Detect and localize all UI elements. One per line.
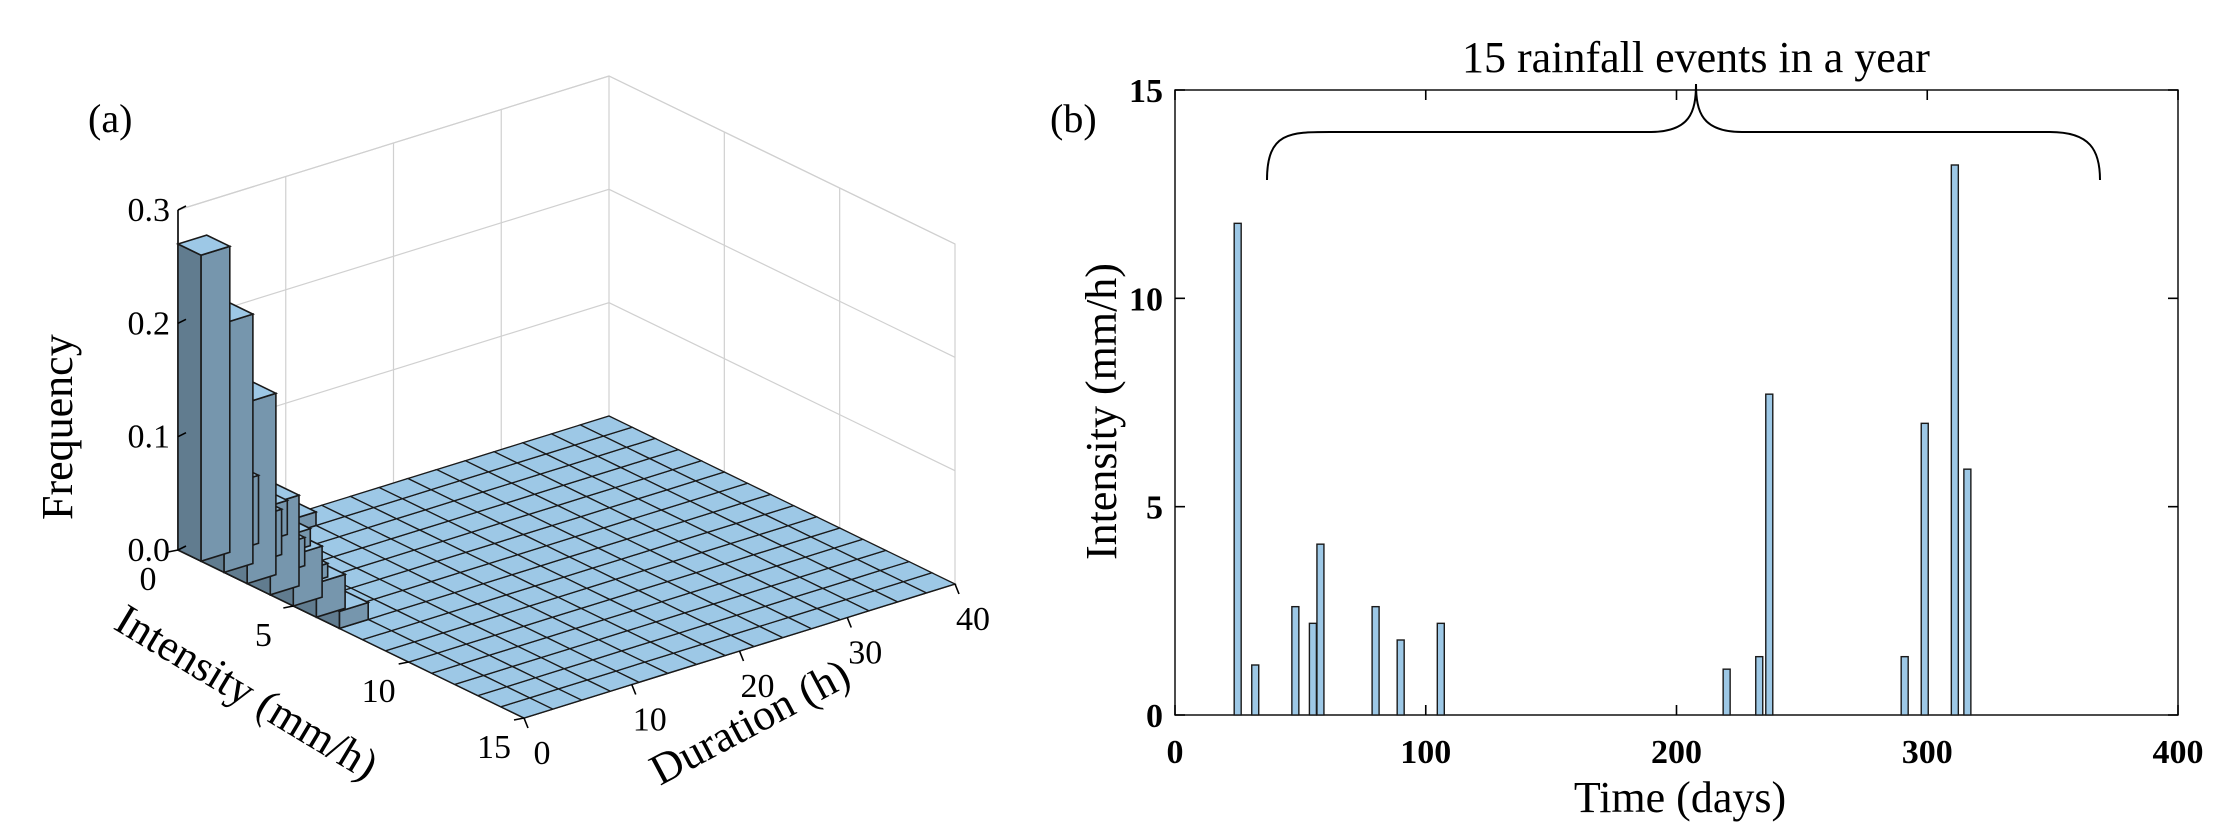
panel-b-bar-chart: 0 100 200 300 400 0 5 10 15 (b) 15 rainfall even… (1050, 33, 2204, 822)
y-tick-label: 5 (1146, 490, 1163, 527)
annotation-text: 15 rainfall events in a year (1462, 33, 1930, 82)
duration-tick-label: 20 (741, 668, 775, 705)
rainfall-event-bar (1920, 422, 1929, 716)
panel-a-floor-grid (176, 415, 957, 719)
panel-b-bars (1233, 164, 1972, 716)
duration-tick-label: 30 (848, 635, 882, 672)
rainfall-event-bar (1963, 468, 1972, 716)
z-tick-label: 0.1 (128, 419, 171, 456)
intensity-tick-label: 10 (362, 673, 396, 710)
z-tick (177, 545, 187, 551)
rainfall-event-bar (1722, 668, 1731, 716)
x-tick-label: 300 (1902, 734, 1953, 771)
duration-tick-label: 40 (956, 601, 990, 638)
rainfall-event-bar (1233, 222, 1242, 716)
rainfall-event-bar (1316, 543, 1325, 716)
rainfall-event-bar (1900, 655, 1909, 716)
y-tick-label: 0 (1146, 698, 1163, 735)
y-tick-label: 10 (1129, 281, 1163, 318)
panel-a-tick-labels: 0.0 0.1 0.2 0.3 0 5 10 15 0 10 20 30 40 (128, 192, 991, 772)
duration-tick (846, 617, 852, 628)
rainfall-event-bar (1251, 664, 1260, 716)
bar-face-top (175, 234, 232, 257)
rainfall-event-bar (1396, 639, 1405, 716)
x-tick-label: 0 (1167, 734, 1184, 771)
rainfall-event-bar (1755, 655, 1764, 716)
duration-tick (954, 583, 960, 595)
duration-tick (523, 717, 529, 729)
duration-tick-label: 10 (633, 702, 667, 739)
intensity-tick-label: 0 (140, 561, 157, 598)
bar-face-front (200, 245, 231, 563)
intensity-tick (283, 605, 294, 609)
rainfall-event-bar (1950, 164, 1960, 716)
rainfall-event-bar (1436, 622, 1445, 716)
intensity-tick (513, 717, 525, 721)
z-tick-label: 0.2 (128, 305, 171, 342)
z-tick-label: 0.0 (128, 532, 171, 569)
z-tick (177, 318, 187, 325)
z-tick (177, 431, 187, 438)
panel-a-3d-histogram: 0.0 0.1 0.2 0.3 0 5 10 15 0 10 20 30 40 (a) Frequenc… (33, 75, 991, 795)
z-gridline (177, 188, 956, 358)
z-tick-label: 0.3 (128, 192, 171, 229)
duration-tick (631, 684, 637, 695)
rainfall-event-bar (1765, 393, 1774, 716)
plot-frame (1174, 89, 2179, 716)
intensity-tick (167, 549, 179, 553)
rainfall-event-bar (1291, 605, 1300, 716)
duration-tick-label: 0 (534, 735, 551, 772)
intensity-tick (398, 661, 409, 665)
x-tick-label: 400 (2153, 734, 2204, 771)
bar-face-left (177, 242, 202, 563)
panel-b-ylabel: Intensity (mm/h) (1077, 263, 1126, 560)
z-gridline (177, 75, 956, 245)
panel-a-label: (a) (88, 96, 132, 141)
rainfall-event-bar (1308, 622, 1318, 716)
x-tick-label: 100 (1400, 734, 1451, 771)
z-tick (177, 205, 187, 211)
intensity-tick-label: 5 (255, 617, 272, 654)
panel-b-label: (b) (1050, 96, 1097, 141)
panel-b-axes (1174, 89, 2179, 716)
histogram-bar (175, 234, 232, 563)
x-tick-label: 200 (1651, 734, 1702, 771)
duration-tick (738, 650, 745, 662)
rainfall-event-bar (1371, 605, 1380, 716)
panel-a-zlabel: Frequency (33, 334, 82, 520)
intensity-tick-label: 15 (477, 729, 511, 766)
annotation-brace (1266, 83, 2101, 181)
y-tick-label: 15 (1129, 73, 1163, 110)
panel-b-xlabel: Time (days) (1574, 773, 1786, 822)
panel-a-bars (175, 234, 371, 630)
panel-b-tick-labels: 0 100 200 300 400 0 5 10 15 (1129, 73, 2204, 771)
